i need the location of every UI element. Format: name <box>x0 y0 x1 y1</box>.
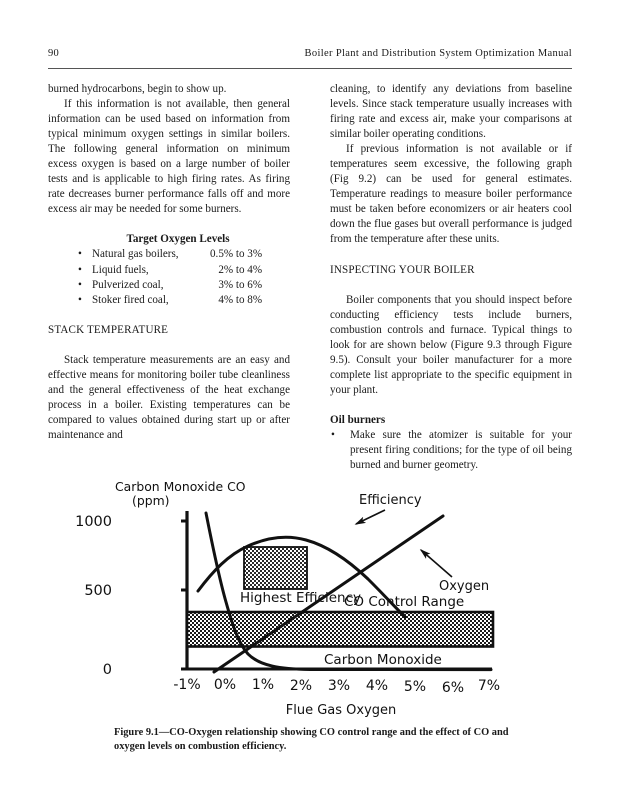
page-number: 90 <box>48 48 59 59</box>
section-heading-stack-temperature: STACK TEMPERATURE <box>48 323 169 336</box>
list-item-text: Make sure the atomizer is suitable for y… <box>350 428 572 472</box>
header-rule <box>48 68 572 69</box>
target-oxygen-levels-title: Target Oxygen Levels <box>126 233 230 246</box>
spacer <box>48 338 290 353</box>
x-tick-label-4: 4% <box>366 678 388 694</box>
list-item: • Liquid fuels, 2% to 4% <box>78 263 262 278</box>
x-axis-title: Flue Gas Oxygen <box>286 703 397 718</box>
efficiency-leader-arrow <box>354 509 386 525</box>
list-item-label: Liquid fuels, <box>92 263 149 276</box>
list-item: • Pulverized coal, 3% to 6% <box>78 278 262 293</box>
list-item-value: 0.5% to 3% <box>210 248 263 261</box>
paragraph: If previous information is not available… <box>330 143 572 246</box>
oil-burners-bullet-list: • Make sure the atomizer is suitable for… <box>330 428 572 473</box>
list-item-label: Natural gas boilers, <box>92 248 179 261</box>
paragraph: cleaning, to identify any deviations fro… <box>330 83 572 141</box>
x-tick-label-2: 2% <box>290 678 312 694</box>
co-oxygen-chart: Carbon Monoxide CO (ppm) 1000 500 0 <box>48 478 572 720</box>
y-axis-title-line1: Carbon Monoxide CO <box>115 479 246 494</box>
series-oxygen <box>212 514 445 674</box>
list-item-label: Pulverized coal, <box>92 278 164 291</box>
spacer <box>48 308 290 323</box>
figure-caption: Figure 9.1—CO-Oxygen relationship showin… <box>114 727 509 753</box>
bullet-glyph: • <box>78 263 82 276</box>
list-item-value: 3% to 6% <box>218 278 263 291</box>
bullet-glyph: • <box>331 428 335 441</box>
x-tick-label--1: -1% <box>173 677 200 693</box>
column-right: cleaning, to identify any deviations fro… <box>330 82 572 473</box>
list-item: • Make sure the atomizer is suitable for… <box>330 428 572 473</box>
bullet-glyph: • <box>78 248 82 261</box>
column-left: burned hydrocarbons, begin to show up. I… <box>48 82 290 443</box>
x-tick-label-0: 0% <box>214 677 236 693</box>
paragraph: Boiler components that you should inspec… <box>330 293 572 396</box>
spacer <box>330 278 572 293</box>
spacer <box>48 217 290 232</box>
spacer <box>330 248 572 263</box>
figure-9-1: Carbon Monoxide CO (ppm) 1000 500 0 <box>48 478 572 768</box>
co-control-range-label: CO Control Range <box>344 594 464 610</box>
subheading-oil-burners: Oil burners <box>330 413 386 426</box>
paragraph: If this information is not available, th… <box>48 98 290 216</box>
running-head: 90 Boiler Plant and Distribution System … <box>48 48 572 68</box>
co-control-range-band <box>185 610 495 648</box>
y-tick-label-0: 0 <box>103 662 112 678</box>
y-tick-label-1000: 1000 <box>75 514 112 530</box>
list-item-label: Stoker fired coal, <box>92 293 169 306</box>
paragraph: burned hydrocarbons, begin to show up. <box>48 83 227 95</box>
y-tick-label-500: 500 <box>84 583 112 599</box>
section-heading-inspecting-your-boiler: INSPECTING YOUR BOILER <box>330 263 475 276</box>
spacer <box>330 398 572 413</box>
bullet-glyph: • <box>78 293 82 306</box>
list-item: • Stoker fired coal, 4% to 8% <box>78 293 262 308</box>
series-efficiency <box>196 535 407 619</box>
oxygen-label: Oxygen <box>439 579 489 594</box>
book-title: Boiler Plant and Distribution System Opt… <box>304 48 572 59</box>
body-columns: burned hydrocarbons, begin to show up. I… <box>48 82 572 492</box>
highest-efficiency-label: Highest Efficiency <box>240 590 361 606</box>
target-oxygen-levels-list: • Natural gas boilers, 0.5% to 3% • Liqu… <box>78 247 262 307</box>
target-oxygen-levels-block: Target Oxygen Levels • Natural gas boile… <box>48 232 290 307</box>
highest-efficiency-band <box>243 546 308 590</box>
x-tick-label-1: 1% <box>252 677 274 693</box>
series-carbon-monoxide <box>204 511 493 672</box>
paragraph: Stack temperature measurements are an ea… <box>48 353 290 441</box>
list-item: • Natural gas boilers, 0.5% to 3% <box>78 247 262 262</box>
list-item-value: 4% to 8% <box>218 293 263 306</box>
efficiency-label: Efficiency <box>359 493 422 508</box>
y-axis-title-line2: (ppm) <box>132 493 169 508</box>
list-item-value: 2% to 4% <box>218 263 263 276</box>
carbon-monoxide-label: Carbon Monoxide <box>324 652 442 668</box>
x-tick-label-6: 6% <box>442 680 464 696</box>
bullet-glyph: • <box>78 278 82 291</box>
x-tick-label-7: 7% <box>478 678 500 694</box>
x-tick-label-3: 3% <box>328 678 350 694</box>
x-tick-label-5: 5% <box>404 679 426 695</box>
oxygen-leader-arrow <box>419 548 453 578</box>
